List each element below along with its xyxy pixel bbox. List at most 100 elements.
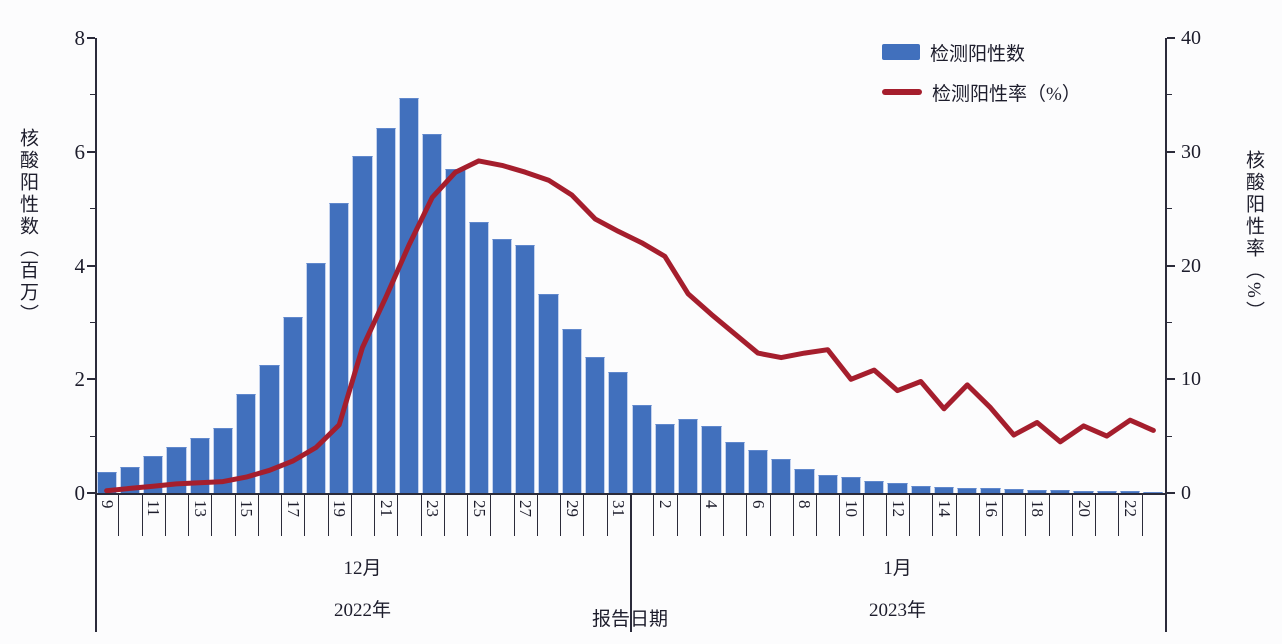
legend-bar-swatch-icon — [882, 44, 920, 60]
left-axis-line — [95, 38, 97, 632]
x-tick — [95, 493, 96, 536]
bar — [1003, 489, 1024, 493]
x-tick-label: 9 — [97, 500, 117, 509]
bar — [1026, 489, 1048, 493]
x-tick — [769, 493, 771, 536]
x-tick — [862, 493, 864, 536]
x-tick-label: 31 — [609, 500, 629, 517]
bar — [305, 262, 327, 493]
x-tick-label: 13 — [190, 500, 210, 517]
bar — [375, 127, 396, 493]
bar — [771, 458, 792, 493]
x-tick — [792, 493, 794, 536]
left-axis-minor-tick — [90, 94, 95, 96]
x-tick-label: 27 — [516, 500, 536, 517]
left-axis-minor-tick — [90, 321, 95, 323]
x-tick-label: 12 — [888, 500, 908, 517]
bar — [910, 485, 931, 493]
bar — [1096, 491, 1117, 493]
bar — [794, 469, 815, 493]
x-tick — [1165, 493, 1166, 536]
left-axis-minor-tick — [90, 435, 95, 437]
bar — [329, 202, 350, 493]
right-axis-tick — [1167, 264, 1175, 267]
right-axis-tick — [1167, 492, 1175, 494]
bar — [747, 449, 769, 493]
rate-polyline — [104, 158, 1156, 494]
right-axis-minor-tick — [1167, 94, 1172, 96]
x-tick — [955, 493, 957, 536]
right-axis-minor-tick — [1167, 321, 1172, 323]
x-tick-label: 4 — [702, 500, 722, 509]
x-tick — [746, 493, 748, 536]
x-tick — [816, 493, 818, 536]
left-axis-tick-label: 4 — [74, 253, 86, 278]
left-axis-tick — [87, 378, 95, 381]
bar — [236, 394, 257, 493]
bar — [445, 168, 466, 493]
x-tick-label: 23 — [423, 500, 443, 517]
bar — [422, 133, 443, 493]
legend-label-positive-count: 检测阳性数 — [930, 43, 1026, 65]
x-tick-label: 18 — [1028, 500, 1048, 517]
x-tick-label: 19 — [330, 500, 350, 517]
x-tick — [420, 493, 422, 536]
x-tick — [723, 493, 725, 536]
month-divider-line — [630, 493, 632, 632]
left-axis-tick-label: 0 — [74, 481, 86, 505]
bar — [468, 222, 489, 493]
legend-item-positive-count: 检测阳性数 — [882, 38, 1081, 66]
right-axis-tick — [1167, 37, 1175, 39]
x-tick — [141, 493, 143, 536]
x-tick — [1141, 493, 1143, 536]
x-tick — [1025, 493, 1027, 536]
right-axis-tick-label: 10 — [1181, 368, 1201, 391]
x-tick — [932, 493, 934, 536]
bar — [864, 481, 885, 493]
x-tick — [257, 493, 259, 536]
x-tick — [630, 493, 631, 536]
left-axis-tick — [87, 150, 95, 153]
bar — [1073, 490, 1094, 493]
bar — [980, 488, 1001, 493]
x-tick — [978, 493, 980, 536]
x-tick — [536, 493, 538, 536]
x-tick-label: 10 — [841, 500, 861, 517]
bar — [282, 316, 303, 493]
legend-line-swatch-icon — [882, 89, 922, 95]
bar — [957, 487, 978, 493]
year-label-2022: 2022年 — [333, 600, 392, 621]
left-axis-tick — [87, 37, 95, 39]
x-tick — [188, 493, 190, 536]
bar — [584, 356, 606, 493]
x-tick — [443, 493, 445, 536]
right-axis-minor-tick — [1167, 435, 1172, 437]
x-tick-label: 14 — [935, 500, 955, 517]
x-tick — [839, 493, 841, 536]
bar — [515, 245, 536, 493]
x-tick — [606, 493, 608, 536]
x-tick — [327, 493, 329, 536]
x-tick — [281, 493, 283, 536]
x-tick — [118, 493, 120, 536]
right-axis-tick-label: 30 — [1181, 140, 1201, 163]
x-tick — [653, 493, 655, 536]
bar — [608, 372, 629, 493]
year-label-2023: 2023年 — [868, 600, 927, 621]
x-tick — [467, 493, 469, 536]
x-tick — [1048, 493, 1050, 536]
x-tick-label: 11 — [144, 500, 164, 517]
x-tick — [164, 493, 166, 536]
bar — [654, 423, 675, 493]
bar — [189, 437, 210, 493]
bar — [398, 98, 420, 493]
right-axis-tick — [1167, 150, 1175, 153]
right-axis-title: 核酸阳性率（%） — [1243, 150, 1264, 323]
month-label-january: 1月 — [883, 558, 912, 579]
x-tick-label: 2 — [655, 500, 675, 509]
x-tick — [211, 493, 213, 536]
x-tick — [513, 493, 515, 536]
bar — [887, 483, 908, 493]
x-tick — [1118, 493, 1120, 536]
